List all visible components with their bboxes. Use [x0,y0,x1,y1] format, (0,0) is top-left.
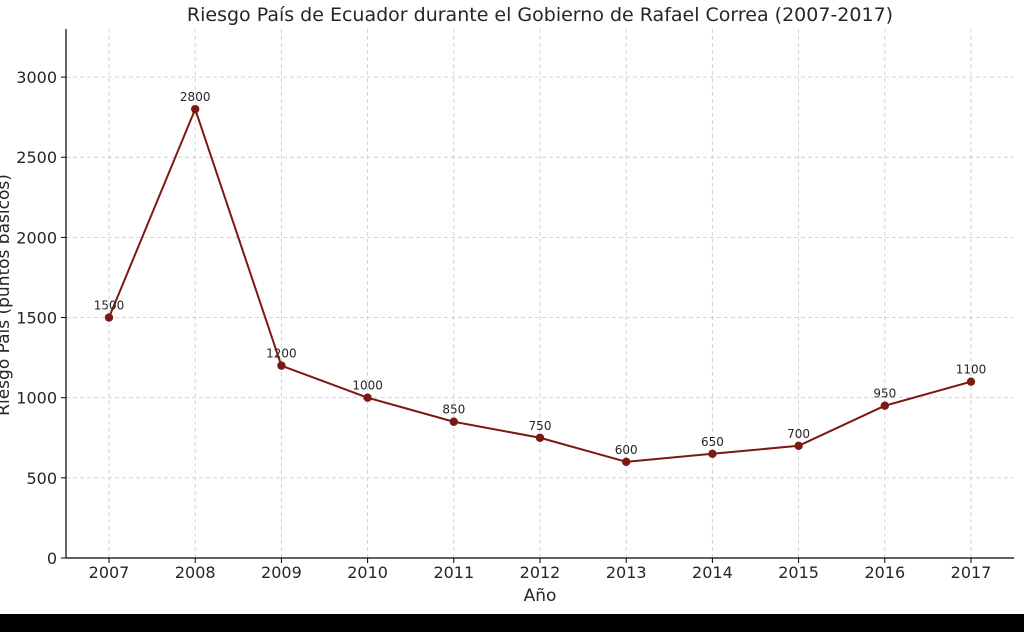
data-label: 600 [615,443,638,457]
x-tick-label: 2010 [347,563,388,582]
y-tick-label: 2500 [16,148,57,167]
data-label: 650 [701,435,724,449]
data-point [880,401,889,410]
axes-layer: 2007 2008 2009 2010 2011 2012 2013 2014 2015 2016… [16,29,1014,582]
x-axis-label: Año [524,586,557,606]
x-tick-label: 2017 [951,563,992,582]
bottom-bar [0,614,1024,632]
x-tick-label: 2009 [261,563,302,582]
data-point [277,361,286,370]
data-point [191,104,200,114]
data-point [794,441,803,450]
x-tick-label: 2011 [433,563,474,582]
data-label: 1500 [94,299,125,313]
grid-layer [66,29,1014,558]
data-point [449,417,458,426]
y-tick-label: 0 [47,549,57,568]
data-label: 700 [787,427,810,441]
data-label: 950 [873,387,896,401]
data-point [708,449,717,459]
y-tick-label: 3000 [16,68,57,87]
line-chart: 2007 2008 2009 2010 2011 2012 2013 2014 2015 2016… [0,4,1014,606]
y-tick-label: 500 [26,469,57,488]
x-tick-label: 2014 [692,563,733,582]
data-point [966,377,976,386]
data-label: 1200 [266,347,297,361]
data-point [622,457,631,467]
x-tick-label: 2008 [175,563,216,582]
x-tick-label: 2007 [89,563,130,582]
y-tick-label: 1000 [16,389,57,408]
data-point [535,433,545,442]
labels-layer: 1500 2800 1200 1000 850 750 600 650 700 950 1100 [94,90,987,457]
y-tick-label: 1500 [16,309,57,328]
data-point [363,393,372,402]
y-tick-label: 2000 [16,228,57,247]
chart-title: Riesgo País de Ecuador durante el Gobier… [187,4,893,26]
series-layer [104,104,976,467]
x-tick-label: 2016 [864,563,905,582]
data-label: 750 [529,419,552,433]
data-point [104,313,114,322]
x-tick-label: 2013 [606,563,647,582]
data-label: 2800 [180,90,211,104]
data-label: 1000 [352,379,383,393]
data-label: 850 [442,403,465,417]
x-tick-label: 2015 [778,563,819,582]
data-label: 1100 [956,363,987,377]
y-axis-label: Riesgo País (puntos básicos) [0,174,14,416]
x-tick-label: 2012 [520,563,561,582]
